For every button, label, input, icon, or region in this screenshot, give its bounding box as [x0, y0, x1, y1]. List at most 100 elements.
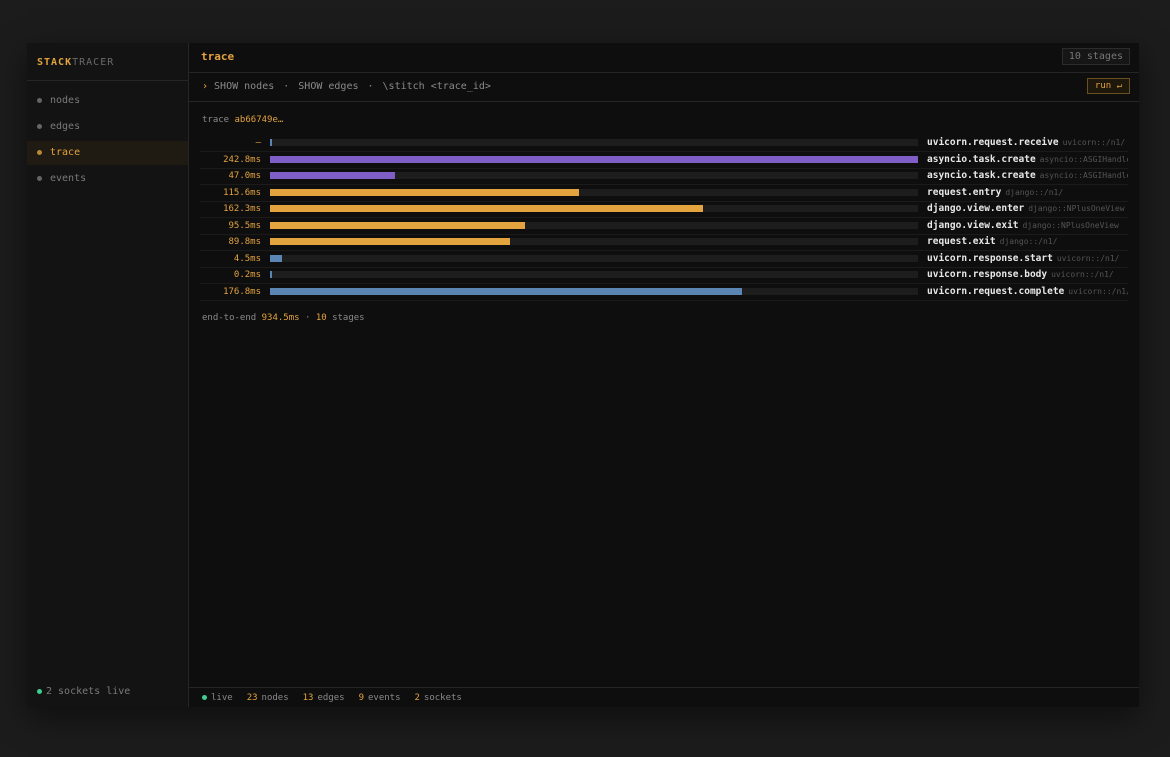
stage-row: 242.8ms asyncio.task.create asyncio::ASGIH…	[200, 152, 1128, 169]
nav-dot	[37, 149, 42, 155]
separator: ·	[283, 81, 290, 92]
sockets-text: 2 sockets live	[46, 686, 131, 697]
duration-bar	[270, 188, 579, 196]
stage-location: django::/n1/	[1005, 187, 1064, 197]
stage-name-text: request.entry	[927, 186, 1002, 198]
nav-item[interactable]: events	[27, 167, 188, 191]
summary: end-to-end 934.5ms · 10 stages	[202, 313, 365, 323]
nav-label: events	[50, 173, 87, 184]
count-value: 9	[358, 693, 364, 703]
stage-badge: 10 stages	[1061, 48, 1130, 65]
live-text: live	[211, 693, 233, 703]
stage-name: uvicorn.request.receive uvicorn::/n1/	[927, 137, 1128, 148]
duration-bar	[270, 205, 704, 212]
count-label: events	[367, 693, 401, 703]
bar-track	[270, 221, 918, 229]
stage-name: uvicorn.response.start uvicorn::/n1/	[927, 253, 1128, 264]
brand: STACKTRACER	[37, 57, 114, 68]
duration-bar	[270, 139, 272, 146]
stage-row: 115.6ms request.entry django::/n1/	[200, 185, 1128, 202]
nav-dot	[37, 97, 42, 103]
separator: ·	[367, 81, 374, 92]
count-label: sockets	[423, 693, 462, 703]
bar-track	[270, 271, 918, 278]
stage-row: 4.5ms uvicorn.response.start uvicorn::/n1/	[200, 251, 1128, 268]
status-bar: live 23 nodes 13 edges 9 events 2 sockets	[189, 687, 1139, 707]
duration-label: 242.8ms	[223, 154, 261, 165]
nav-item[interactable]: nodes	[27, 89, 188, 113]
run-button[interactable]: run ↵	[1086, 78, 1130, 94]
command-part[interactable]: SHOW edges	[298, 81, 359, 92]
stage-name-text: asyncio.task.create	[927, 170, 1036, 181]
bar-track	[270, 205, 918, 212]
duration-bar	[270, 254, 282, 262]
duration-bar	[270, 172, 396, 179]
stage-name: django.view.enter django::NPlusOneView	[927, 203, 1128, 214]
stage-name-text: uvicorn.response.body	[927, 269, 1048, 280]
duration-bar	[270, 238, 510, 245]
brand-a: STACK	[37, 57, 73, 68]
stage-row: 0.2ms uvicorn.response.body uvicorn::/n1/	[200, 267, 1128, 284]
stage-row: — uvicorn.request.receive uvicorn::/n1/	[200, 135, 1128, 152]
header: trace 10 stages	[189, 43, 1139, 73]
trace-label: trace ab66749e…	[202, 115, 283, 125]
count-label: nodes	[261, 693, 289, 703]
stage-name: uvicorn.request.complete uvicorn::/n1/	[927, 286, 1128, 297]
stage-row: 176.8ms uvicorn.request.complete uvicorn::…	[200, 284, 1128, 301]
divider	[27, 80, 188, 81]
trace-id: ab66749e…	[234, 115, 284, 125]
bar-track	[270, 139, 918, 146]
stage-row: 95.5ms django.view.exit django::NPlusOneVi…	[200, 218, 1128, 235]
stage-name-text: uvicorn.response.start	[927, 252, 1053, 264]
stage-row: 162.3ms django.view.enter django::NPlusOne…	[200, 201, 1128, 218]
stage-location: uvicorn::/n1/	[1062, 138, 1126, 147]
stage-location: django::NPlusOneView	[1022, 220, 1119, 230]
duration-label: 176.8ms	[223, 286, 261, 297]
stage-name-text: django.view.enter	[927, 203, 1025, 214]
stage-name-text: asyncio.task.create	[927, 153, 1036, 165]
nav-dot	[37, 175, 42, 181]
stage-location: django::/n1/	[999, 237, 1058, 246]
stage-name: asyncio.task.createasyncio::ASGIHandler…	[927, 154, 1128, 165]
nav-item[interactable]: edges	[27, 115, 188, 139]
sockets-status: 2 sockets live	[37, 686, 130, 697]
main-panel: trace 10 stages › SHOW nodes · SHOW edges · \…	[189, 43, 1139, 707]
count-value: 23	[246, 693, 258, 703]
stage-name-text: request.exit	[927, 236, 996, 247]
trace-word: trace	[202, 115, 230, 125]
summary-count-label: stages	[332, 313, 365, 323]
bar-track	[270, 254, 918, 262]
duration-bar	[270, 155, 918, 163]
nav-dot	[37, 123, 42, 129]
stage-row: 89.8ms request.exit django::/n1/	[200, 234, 1128, 251]
prompt: ›	[202, 81, 209, 92]
duration-label: 89.8ms	[228, 237, 261, 247]
nav-item[interactable]: trace	[27, 141, 188, 165]
nav-label: trace	[50, 147, 81, 158]
sidebar: STACKTRACER 2 sockets live nodes edges tra…	[27, 43, 189, 707]
nav-label: nodes	[50, 95, 81, 106]
nav-label: edges	[50, 121, 81, 132]
stage-name: uvicorn.response.body uvicorn::/n1/	[927, 269, 1128, 280]
duration-label: 47.0ms	[228, 171, 261, 181]
duration-bar	[270, 221, 525, 229]
command-part[interactable]: SHOW nodes	[214, 81, 275, 92]
count-value: 2	[414, 693, 420, 703]
duration-bar	[270, 271, 272, 278]
stage-name: request.entry django::/n1/	[927, 187, 1128, 198]
stage-name-text: uvicorn.request.complete	[927, 285, 1065, 297]
stage-location: uvicorn::/n1/	[1051, 270, 1114, 279]
stage-location: asyncio::ASGIHandler…	[1039, 171, 1128, 180]
duration-bar	[270, 287, 742, 295]
live-dot	[202, 695, 207, 700]
duration-label: 0.2ms	[233, 270, 261, 280]
duration-label: 95.5ms	[228, 220, 261, 231]
command-part[interactable]: \stitch <trace_id>	[382, 81, 491, 92]
stage-name: asyncio.task.createasyncio::ASGIHandler…	[927, 170, 1128, 181]
duration-label: —	[255, 138, 261, 148]
summary-label: end-to-end	[202, 313, 257, 323]
stage-location: django::NPlusOneView	[1028, 204, 1125, 213]
panel-title: trace	[201, 50, 235, 63]
duration-label: 115.6ms	[223, 187, 261, 198]
brand-b: TRACER	[72, 57, 115, 68]
